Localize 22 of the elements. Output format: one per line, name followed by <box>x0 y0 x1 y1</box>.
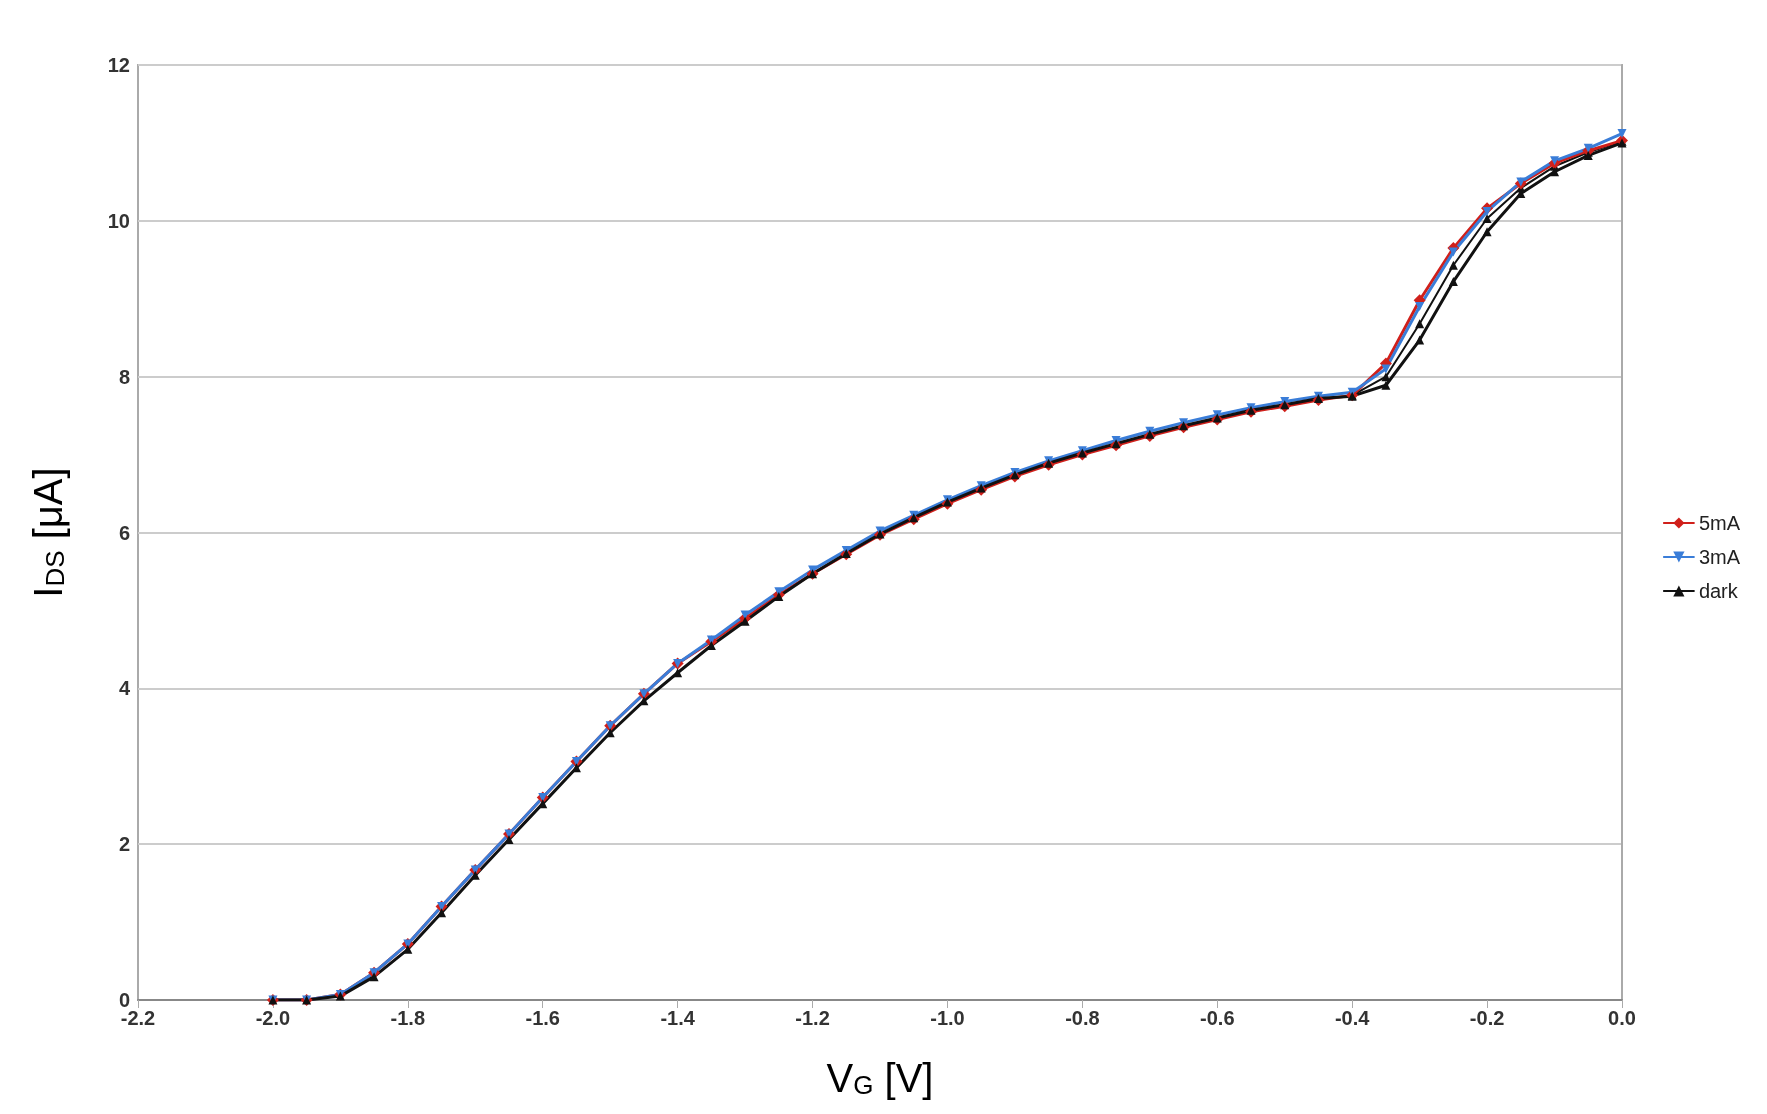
x-axis-title: VG [V] <box>826 1056 934 1100</box>
y-tick-label: 8 <box>118 365 130 388</box>
legend-label: dark <box>1698 580 1739 602</box>
y-tick-label: 2 <box>118 833 130 856</box>
x-tick-label: -1.6 <box>525 1007 560 1029</box>
y-tick-label: 4 <box>118 677 131 700</box>
x-tick-label: -0.6 <box>1200 1007 1235 1029</box>
x-tick-label: -1.4 <box>660 1007 696 1029</box>
x-tick-label: -0.8 <box>1065 1007 1100 1029</box>
legend-label: 5mA <box>1698 512 1741 534</box>
x-tick-label: -1.2 <box>795 1007 830 1029</box>
x-tick-label: -0.2 <box>1469 1007 1505 1029</box>
x-tick-label: -1.0 <box>930 1007 965 1029</box>
x-tick-label: -0.4 <box>1334 1007 1371 1029</box>
x-tick-label: 0.0 <box>1608 1007 1636 1029</box>
y-tick-label: 10 <box>107 209 130 232</box>
y-axis-title: IDS [μA] <box>26 467 70 598</box>
y-tick-label: 12 <box>107 54 130 76</box>
x-tick-label: -1.8 <box>390 1007 426 1029</box>
y-tick-label: 6 <box>118 521 130 544</box>
legend-label: 3mA <box>1698 546 1741 568</box>
x-tick-label: -2.0 <box>255 1007 291 1029</box>
